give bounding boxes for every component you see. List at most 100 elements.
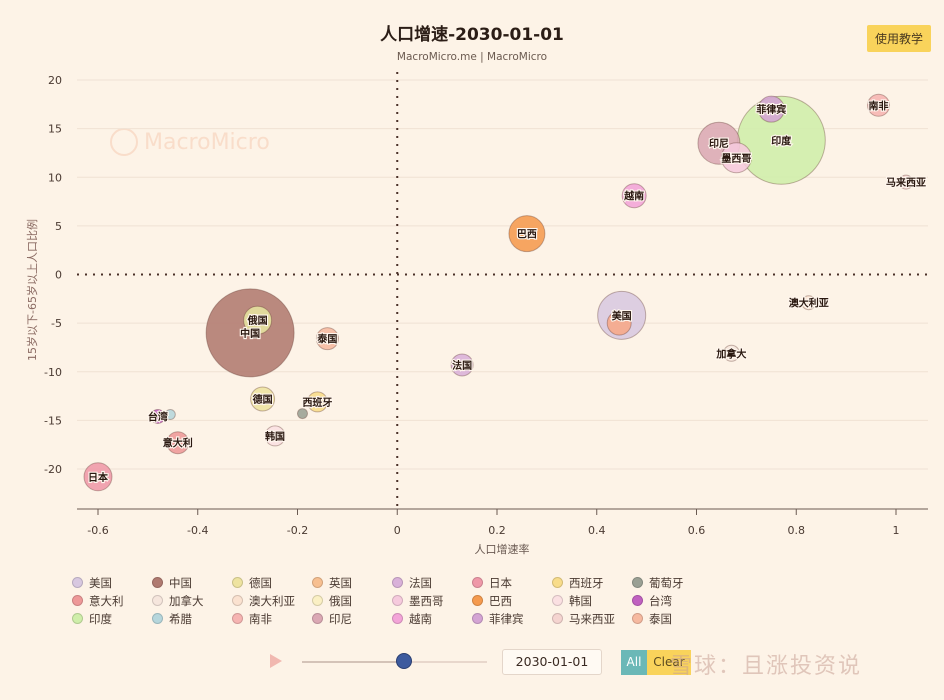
legend-item[interactable]: 英国: [312, 574, 392, 591]
legend-swatch-icon: [232, 595, 243, 606]
bubble-澳大利亚[interactable]: [801, 295, 817, 311]
xueqiu-watermark: 雪球：且涨投资说: [670, 654, 863, 679]
y-axis-title: 15岁以下-65岁以上人口比例: [25, 219, 39, 361]
legend-item[interactable]: 印尼: [312, 610, 392, 627]
bubble-韩国[interactable]: [264, 425, 286, 447]
legend-item[interactable]: 意大利: [72, 592, 152, 609]
legend-label: 澳大利亚: [249, 593, 295, 608]
legend-item[interactable]: 巴西: [472, 592, 552, 609]
legend-item[interactable]: 澳大利亚: [232, 592, 312, 609]
legend-item[interactable]: 马来西亚: [552, 610, 632, 627]
legend-item[interactable]: 中国: [152, 574, 232, 591]
legend-item[interactable]: 韩国: [552, 592, 632, 609]
legend-label: 泰国: [649, 611, 672, 626]
legend-swatch-icon: [552, 613, 563, 624]
legend-item[interactable]: 泰国: [632, 610, 712, 627]
timeline-player: 2030-01-01 All Clear: [0, 648, 944, 678]
legend-swatch-icon: [72, 595, 83, 606]
legend-label: 中国: [169, 575, 192, 590]
legend-item[interactable]: 美国: [72, 574, 152, 591]
bubble-label: 台湾: [148, 410, 168, 423]
legend-swatch-icon: [312, 595, 323, 606]
bubble-法国[interactable]: [450, 353, 474, 377]
bubble-英国[interactable]: [606, 310, 632, 336]
legend-label: 德国: [249, 575, 272, 590]
x-tick-label: -0.2: [287, 524, 308, 537]
bubble-label: 西班牙: [302, 396, 332, 409]
legend-item[interactable]: 南非: [232, 610, 312, 627]
legend-swatch-icon: [72, 577, 83, 588]
y-tick-label: -10: [44, 366, 62, 379]
y-tick-label: 15: [48, 123, 62, 136]
legend-label: 西班牙: [569, 575, 604, 590]
bubble-chart: 20 15 10 5 0 -5 -10 -15 -20 -0.6 -0.4 -0.2 0 0.2 0.4 0.…: [25, 72, 928, 556]
bubble-希腊[interactable]: [164, 409, 176, 421]
legend-item[interactable]: 法国: [392, 574, 472, 591]
legend-item[interactable]: 葡萄牙: [632, 574, 712, 591]
legend-label: 马来西亚: [569, 611, 615, 626]
timeline-slider-thumb[interactable]: [395, 653, 412, 669]
bubble-加拿大[interactable]: [722, 344, 740, 362]
bubble-label: 中国: [240, 327, 260, 340]
bubble-马来西亚[interactable]: [898, 174, 914, 190]
bubble-墨西哥[interactable]: [720, 142, 752, 174]
bubble-葡萄牙[interactable]: [296, 408, 308, 420]
bubble-台湾[interactable]: [150, 408, 166, 424]
bubble-意大利[interactable]: [166, 431, 190, 455]
legend-label: 日本: [489, 575, 512, 590]
clear-button[interactable]: Clear: [647, 650, 691, 675]
x-axis-title: 人口增速率: [475, 542, 530, 556]
legend-item[interactable]: 台湾: [632, 592, 712, 609]
legend-label: 法国: [409, 575, 432, 590]
legend-item[interactable]: 越南: [392, 610, 472, 627]
bubble-巴西[interactable]: [508, 215, 546, 253]
play-icon[interactable]: [270, 654, 282, 668]
bubble-德国[interactable]: [250, 386, 276, 412]
date-input[interactable]: 2030-01-01: [502, 649, 602, 675]
x-tick-label: -0.4: [187, 524, 208, 537]
timeline-slider-track[interactable]: [302, 661, 487, 663]
bubble-俄国[interactable]: [243, 305, 273, 335]
legend-item[interactable]: 菲律宾: [472, 610, 552, 627]
bubble-label: 南非: [869, 99, 889, 112]
legend: 美国 中国 德国 英国 法国 日本 西班牙 葡萄牙意大利 加拿大 澳大利亚 俄国 墨西哥 巴西 韩国 台湾印…: [72, 574, 872, 627]
y-tick-label: -5: [51, 317, 62, 330]
bubble-日本[interactable]: [83, 462, 113, 492]
bubble-label: 日本: [88, 471, 109, 484]
legend-label: 越南: [409, 611, 432, 626]
bubble-label: 越南: [623, 190, 644, 203]
bubble-label: 墨西哥: [721, 153, 751, 165]
legend-item[interactable]: 日本: [472, 574, 552, 591]
bubble-label: 加拿大: [715, 347, 746, 360]
legend-swatch-icon: [392, 613, 403, 624]
bubble-label: 德国: [252, 393, 273, 406]
bubble-西班牙[interactable]: [306, 391, 328, 413]
y-tick-label: 5: [55, 220, 62, 233]
x-tick-label: 0: [394, 524, 401, 537]
bubble-南非[interactable]: [867, 93, 891, 117]
y-tick-label: 20: [48, 74, 62, 87]
bubble-菲律宾[interactable]: [757, 95, 785, 123]
bubble-label: 俄国: [247, 314, 268, 327]
legend-swatch-icon: [392, 595, 403, 606]
legend-item[interactable]: 西班牙: [552, 574, 632, 591]
tutorial-button[interactable]: 使用教学: [867, 25, 932, 52]
bubble-中国[interactable]: [205, 288, 295, 378]
legend-item[interactable]: 印度: [72, 610, 152, 627]
bubble-泰国[interactable]: [315, 327, 339, 351]
legend-swatch-icon: [392, 577, 403, 588]
legend-swatch-icon: [472, 613, 483, 624]
legend-swatch-icon: [632, 577, 643, 588]
bubble-label: 泰国: [316, 333, 337, 346]
legend-swatch-icon: [312, 613, 323, 624]
legend-item[interactable]: 墨西哥: [392, 592, 472, 609]
bubble-越南[interactable]: [621, 183, 647, 209]
legend-item[interactable]: 德国: [232, 574, 312, 591]
legend-label: 印度: [89, 611, 112, 626]
legend-item[interactable]: 加拿大: [152, 592, 232, 609]
select-all-button[interactable]: All: [621, 650, 647, 675]
legend-item[interactable]: 希腊: [152, 610, 232, 627]
legend-item[interactable]: 俄国: [312, 592, 392, 609]
legend-swatch-icon: [632, 595, 643, 606]
legend-swatch-icon: [232, 613, 243, 624]
